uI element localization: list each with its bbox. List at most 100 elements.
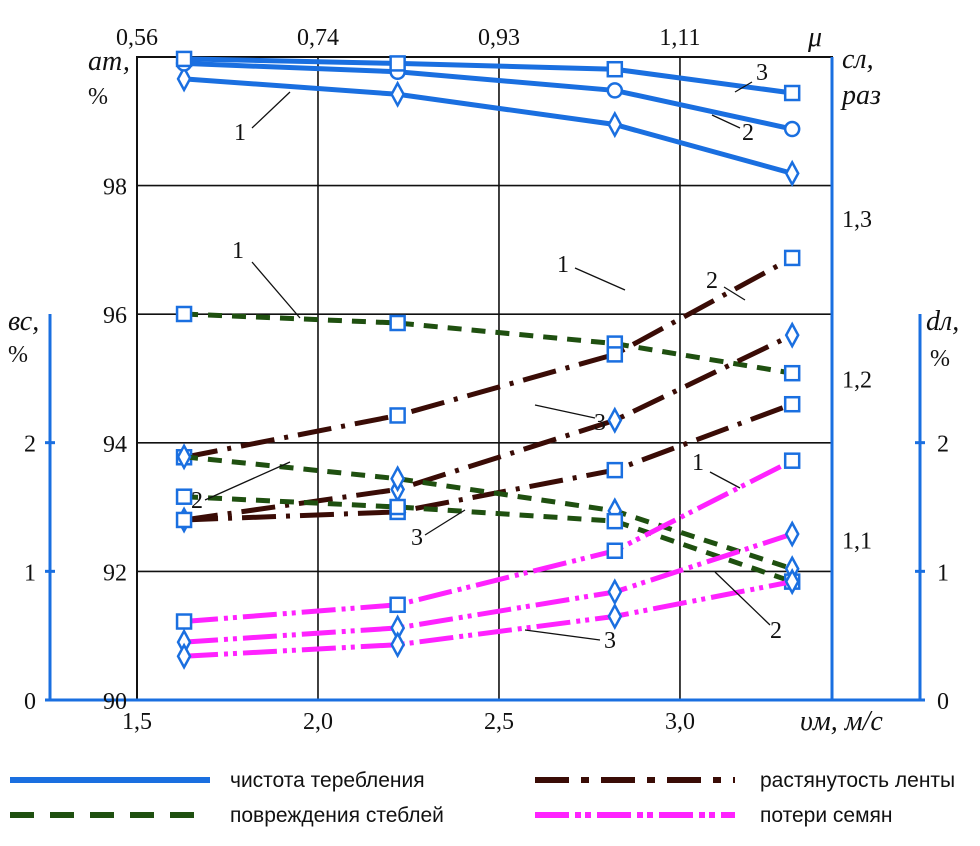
annotation-label: 1 [232,238,244,264]
a-tick-label: 90 [103,689,127,715]
series-line-d-2 [183,531,793,645]
data-point-circle [606,82,624,99]
annotation-label: 3 [411,525,423,551]
d-tick-label: 0 [937,689,949,715]
b-tick-label: 1 [24,560,36,586]
series-line-c-2 [183,332,794,523]
data-point-diamond [607,406,623,434]
annotation-leader-line [723,286,746,301]
annotation-leader-line [524,629,601,641]
annotation-leader-line [534,404,596,419]
c-tick-label: 1,2 [842,368,872,394]
a-tick-label: 96 [103,303,127,329]
annotation-label: 1 [234,120,246,146]
annotation-leader-line [204,461,291,501]
annotation-label: 1 [692,450,704,476]
annotation-label: 3 [594,410,606,436]
data-point-diamond [390,631,406,659]
b-axis-label: вс, [8,306,39,337]
series-line-a-3 [184,56,793,96]
x-tick-label: 2,5 [484,709,514,735]
series-line-b-3 [183,494,793,584]
annotation-leader-line [424,509,466,536]
annotation-label: 1 [557,252,569,278]
data-point-diamond [390,465,406,493]
a-tick-label: 94 [103,432,127,458]
d-axis-label: dл, [926,306,959,337]
d-tick-label: 2 [937,432,949,458]
annotation-label: 3 [756,60,768,86]
top-axis-label: μ [807,22,822,53]
annotation-leader-line [574,267,626,291]
annotation-label: 2 [706,268,718,294]
annotation-label: 2 [770,618,782,644]
data-point-square [389,55,406,72]
c-axis-label: cл, [842,44,874,75]
data-point-diamond [607,602,623,630]
data-point-square [389,596,406,614]
data-point-square [389,407,406,424]
top-tick-label: 0,56 [116,25,158,51]
annotation-label: 3 [604,628,616,654]
data-point-square [606,512,624,530]
data-point-square [783,364,801,382]
x-tick-label: 3,0 [665,709,695,735]
data-point-diamond [176,642,192,670]
c-tick-label: 1,3 [842,207,872,233]
annotation-leader-line [734,81,753,93]
x-axis-label: υм, м/с [800,706,883,737]
annotation-leader-line [714,571,771,626]
data-point-square [175,488,193,505]
annotation-label: 2 [742,120,754,146]
data-point-square [389,314,406,332]
a-tick-label: 92 [103,560,127,586]
annotation-leader-line [709,471,741,489]
annotation-leader-line [711,114,741,129]
b-tick-label: 2 [24,432,36,458]
series-line-a-2 [183,60,793,132]
d-axis-unit: % [930,346,950,372]
series-line-b-2 [183,454,793,572]
c-tick-label: 1,1 [842,528,872,554]
top-tick-label: 1,11 [659,25,700,51]
annotation-leader-line [251,261,301,319]
data-point-diamond [176,65,192,93]
legend-label: повреждения стеблей [230,804,444,827]
d-tick-label: 1 [937,560,949,586]
data-point-square [175,511,193,529]
x-tick-label: 2,0 [303,709,333,735]
data-point-square [783,249,801,267]
c-axis-unit: раз [840,80,881,111]
data-point-diamond [784,321,800,349]
b-axis-unit: % [8,342,28,368]
x-tick-label: 1,5 [122,709,152,735]
data-point-diamond [784,159,800,187]
series-line-b-1 [183,311,793,376]
series-line-d-3 [183,579,793,659]
data-point-square [783,395,801,413]
data-point-square [606,461,624,479]
top-tick-label: 0,93 [478,25,520,51]
top-tick-label: 0,74 [297,25,339,51]
data-point-diamond [784,568,800,596]
data-point-square [175,50,193,68]
annotation-leader-line [251,91,291,129]
series-line-c-1 [183,255,794,460]
legend-label: потери семян [760,804,892,827]
b-tick-label: 0 [24,689,36,715]
data-point-square [389,498,406,516]
series-line-d-1 [183,458,794,625]
legend-label: чистота теребления [230,769,425,792]
data-point-diamond [607,110,623,139]
annotation-label: 2 [191,488,203,514]
data-point-square [175,613,193,630]
data-point-circle [783,120,801,138]
data-point-square [606,60,624,78]
data-point-diamond [784,520,800,548]
data-point-diamond [390,80,406,108]
a-axis-unit: % [88,84,108,110]
data-point-diamond [176,443,192,471]
data-point-square [175,305,193,323]
data-point-square [783,452,801,469]
